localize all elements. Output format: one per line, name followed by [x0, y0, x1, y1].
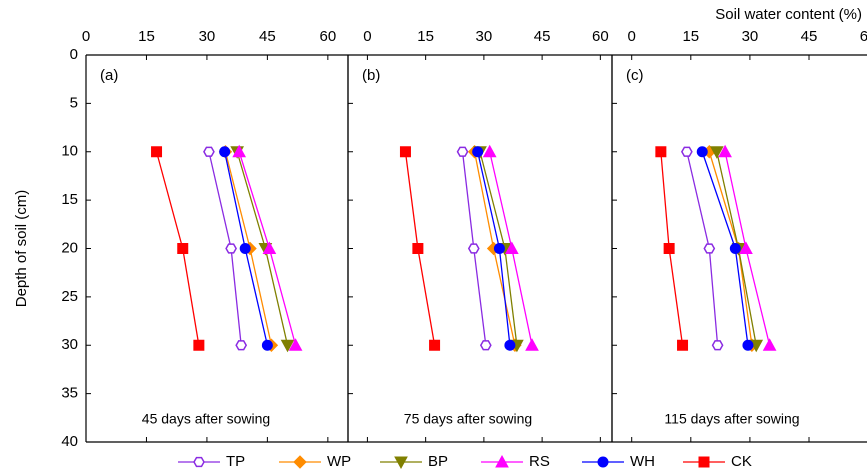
- legend-marker: [597, 456, 609, 468]
- legend-label: CK: [731, 453, 752, 470]
- marker: [739, 241, 753, 254]
- marker: [655, 146, 667, 158]
- marker: [456, 146, 469, 157]
- x-tick-label: 15: [417, 28, 434, 45]
- annotation: 115 days after sowing: [664, 411, 799, 427]
- y-tick-label: 35: [61, 385, 78, 402]
- marker: [762, 338, 777, 351]
- panel-label: (b): [362, 67, 380, 84]
- marker: [677, 339, 689, 351]
- marker: [239, 243, 251, 254]
- marker: [235, 340, 248, 351]
- marker: [718, 144, 732, 158]
- marker: [525, 338, 539, 351]
- legend-label: BP: [428, 453, 448, 470]
- marker: [663, 243, 675, 254]
- marker: [280, 339, 295, 353]
- legend-marker: [495, 454, 509, 468]
- x-tick-label: 30: [742, 28, 759, 45]
- marker: [219, 146, 231, 158]
- annotation: 45 days after sowing: [142, 411, 270, 427]
- marker: [472, 146, 484, 158]
- marker: [288, 338, 303, 351]
- marker: [703, 243, 716, 254]
- marker: [399, 146, 411, 158]
- legend-label: RS: [529, 453, 550, 470]
- marker: [504, 241, 519, 254]
- y-tick-label: 25: [61, 288, 78, 305]
- x-tick-label: 60: [860, 28, 867, 45]
- marker: [742, 339, 754, 351]
- x-tick-label: 30: [199, 28, 216, 45]
- legend-marker: [193, 456, 205, 468]
- legend-label: TP: [226, 453, 245, 470]
- marker: [482, 144, 497, 158]
- panel-label: (a): [100, 67, 118, 84]
- x-tick-label: 45: [534, 28, 551, 45]
- legend-label: WH: [630, 453, 655, 470]
- y-tick-label: 40: [61, 433, 78, 450]
- marker: [262, 241, 277, 254]
- legend-label: WP: [327, 453, 351, 470]
- marker: [151, 146, 163, 158]
- y-tick-label: 20: [61, 239, 78, 256]
- legend-marker: [293, 455, 307, 469]
- marker: [680, 146, 693, 157]
- marker: [225, 243, 237, 254]
- marker: [504, 339, 516, 351]
- x-tick-label: 45: [259, 28, 276, 45]
- marker: [467, 243, 480, 254]
- y-tick-label: 10: [61, 143, 78, 160]
- annotation: 75 days after sowing: [404, 411, 532, 427]
- marker: [203, 146, 215, 157]
- marker: [479, 340, 492, 351]
- x-tick-label: 0: [82, 28, 90, 45]
- marker: [261, 339, 273, 351]
- x-axis-label: Soil water content (%): [715, 6, 862, 23]
- marker: [429, 339, 441, 351]
- legend-marker: [394, 456, 408, 470]
- x-tick-label: 60: [592, 28, 609, 45]
- marker: [711, 340, 724, 351]
- y-tick-label: 5: [70, 94, 78, 111]
- marker: [232, 144, 247, 158]
- y-tick-label: 15: [61, 191, 78, 208]
- x-tick-label: 15: [138, 28, 155, 45]
- x-tick-label: 15: [682, 28, 699, 45]
- marker: [729, 243, 741, 254]
- marker: [493, 243, 505, 254]
- x-tick-label: 60: [320, 28, 337, 45]
- marker: [177, 243, 189, 254]
- y-tick-label: 0: [70, 46, 78, 63]
- marker: [412, 243, 424, 254]
- y-axis-label: Depth of soil (cm): [13, 190, 30, 308]
- marker: [709, 146, 724, 159]
- x-tick-label: 30: [476, 28, 493, 45]
- marker: [193, 339, 205, 351]
- x-tick-label: 45: [801, 28, 818, 45]
- x-tick-label: 0: [363, 28, 371, 45]
- marker: [696, 146, 708, 158]
- y-tick-label: 30: [61, 336, 78, 353]
- panel-label: (c): [626, 67, 644, 84]
- legend-marker: [698, 456, 710, 468]
- x-tick-label: 0: [628, 28, 636, 45]
